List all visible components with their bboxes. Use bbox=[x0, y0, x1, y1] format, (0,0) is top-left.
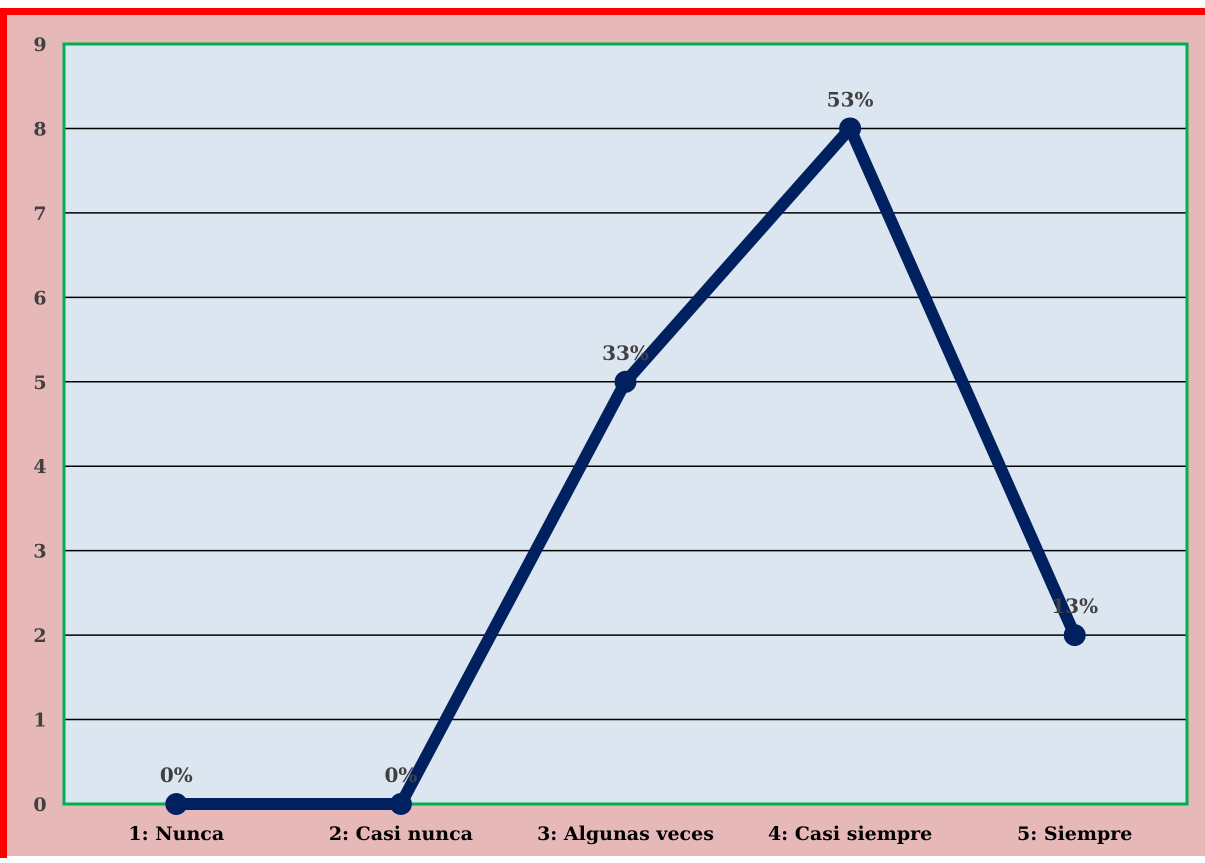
x-category-label: 2: Casi nunca bbox=[329, 823, 473, 845]
y-tick-label-9: 9 bbox=[33, 34, 46, 56]
y-tick-label-4: 4 bbox=[33, 456, 46, 478]
chart-area-border-left bbox=[0, 8, 7, 858]
y-axis: 0 1 2 3 4 5 6 7 8 9 bbox=[33, 34, 46, 816]
data-point bbox=[614, 370, 637, 393]
series-layer bbox=[165, 117, 1086, 815]
y-tick-label-5: 5 bbox=[33, 372, 46, 394]
data-label: 13% bbox=[1051, 594, 1098, 618]
data-point bbox=[1063, 624, 1086, 647]
data-label: 0% bbox=[384, 763, 417, 787]
y-tick-label-0: 0 bbox=[33, 794, 46, 816]
y-tick-label-6: 6 bbox=[33, 287, 46, 309]
data-label: 53% bbox=[827, 87, 874, 111]
data-label: 33% bbox=[602, 341, 649, 365]
data-labels: 0% 0% 33% 53% 13% bbox=[160, 87, 1098, 787]
x-category-label: 4: Casi siempre bbox=[768, 823, 932, 845]
y-tick-label-7: 7 bbox=[33, 203, 46, 225]
x-category-label: 3: Algunas veces bbox=[537, 823, 714, 845]
data-point bbox=[165, 793, 188, 815]
x-axis: 1: Nunca 2: Casi nunca 3: Algunas veces 4: … bbox=[128, 823, 1132, 845]
data-point bbox=[389, 793, 412, 815]
data-point bbox=[839, 117, 862, 140]
plot-area-border bbox=[62, 42, 1189, 806]
gridlines bbox=[64, 127, 1187, 721]
data-label: 0% bbox=[160, 763, 193, 787]
x-category-label: 1: Nunca bbox=[128, 823, 224, 845]
x-category-label: 5: Siempre bbox=[1017, 823, 1132, 845]
chart-area-border-top bbox=[0, 8, 1205, 15]
y-tick-label-8: 8 bbox=[33, 118, 46, 140]
y-tick-label-2: 2 bbox=[33, 625, 46, 647]
plot-area bbox=[64, 44, 1187, 804]
y-tick-label-1: 1 bbox=[33, 710, 46, 732]
y-tick-label-3: 3 bbox=[33, 541, 46, 563]
